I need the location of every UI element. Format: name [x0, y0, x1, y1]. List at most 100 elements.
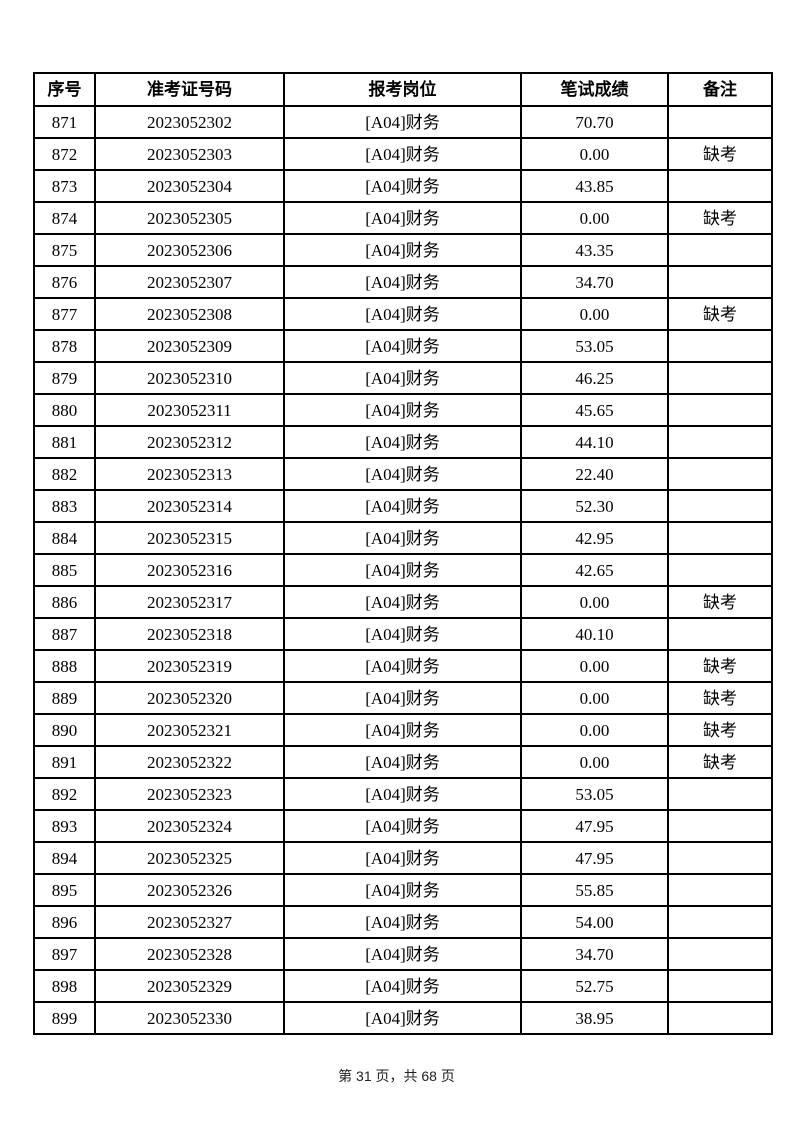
- cell-remark: 缺考: [667, 201, 773, 235]
- table-row: 873 2023052304 [A04]财务 43.85: [33, 169, 773, 203]
- cell-remark: 缺考: [667, 585, 773, 619]
- table-row: 887 2023052318 [A04]财务 40.10: [33, 617, 773, 651]
- table-row: 874 2023052305 [A04]财务 0.00 缺考: [33, 201, 773, 235]
- cell-index: 892: [33, 777, 96, 811]
- cell-position: [A04]财务: [283, 681, 522, 715]
- cell-remark: 缺考: [667, 649, 773, 683]
- cell-index: 899: [33, 1001, 96, 1035]
- cell-index: 898: [33, 969, 96, 1003]
- table-row: 896 2023052327 [A04]财务 54.00: [33, 905, 773, 939]
- cell-score: 53.05: [520, 777, 669, 811]
- cell-position: [A04]财务: [283, 137, 522, 171]
- cell-ticket: 2023052308: [94, 297, 285, 331]
- cell-index: 894: [33, 841, 96, 875]
- cell-score: 52.30: [520, 489, 669, 523]
- cell-index: 882: [33, 457, 96, 491]
- table-row: 899 2023052330 [A04]财务 38.95: [33, 1001, 773, 1035]
- cell-index: 872: [33, 137, 96, 171]
- cell-remark: [667, 457, 773, 491]
- header-cell-score: 笔试成绩: [520, 72, 669, 107]
- header-cell-ticket: 准考证号码: [94, 72, 285, 107]
- table-row: 884 2023052315 [A04]财务 42.95: [33, 521, 773, 555]
- cell-ticket: 2023052305: [94, 201, 285, 235]
- cell-position: [A04]财务: [283, 265, 522, 299]
- page-number-footer: 第 31 页，共 68 页: [338, 1068, 455, 1084]
- cell-position: [A04]财务: [283, 361, 522, 395]
- cell-position: [A04]财务: [283, 809, 522, 843]
- cell-position: [A04]财务: [283, 617, 522, 651]
- cell-ticket: 2023052320: [94, 681, 285, 715]
- cell-score: 0.00: [520, 297, 669, 331]
- cell-index: 891: [33, 745, 96, 779]
- table-row: 894 2023052325 [A04]财务 47.95: [33, 841, 773, 875]
- table-row: 877 2023052308 [A04]财务 0.00 缺考: [33, 297, 773, 331]
- table-row: 898 2023052329 [A04]财务 52.75: [33, 969, 773, 1003]
- table-row: 882 2023052313 [A04]财务 22.40: [33, 457, 773, 491]
- cell-position: [A04]财务: [283, 233, 522, 267]
- cell-remark: [667, 265, 773, 299]
- cell-score: 70.70: [520, 105, 669, 139]
- cell-index: 883: [33, 489, 96, 523]
- cell-score: 52.75: [520, 969, 669, 1003]
- cell-index: 893: [33, 809, 96, 843]
- table-row: 879 2023052310 [A04]财务 46.25: [33, 361, 773, 395]
- cell-index: 889: [33, 681, 96, 715]
- cell-index: 890: [33, 713, 96, 747]
- cell-index: 896: [33, 905, 96, 939]
- cell-index: 877: [33, 297, 96, 331]
- cell-position: [A04]财务: [283, 169, 522, 203]
- cell-index: 879: [33, 361, 96, 395]
- cell-position: [A04]财务: [283, 457, 522, 491]
- cell-ticket: 2023052323: [94, 777, 285, 811]
- cell-position: [A04]财务: [283, 201, 522, 235]
- cell-ticket: 2023052314: [94, 489, 285, 523]
- cell-position: [A04]财务: [283, 105, 522, 139]
- cell-index: 875: [33, 233, 96, 267]
- cell-score: 46.25: [520, 361, 669, 395]
- cell-remark: [667, 1001, 773, 1035]
- cell-position: [A04]财务: [283, 425, 522, 459]
- table-row: 878 2023052309 [A04]财务 53.05: [33, 329, 773, 363]
- cell-index: 881: [33, 425, 96, 459]
- cell-ticket: 2023052315: [94, 521, 285, 555]
- table-row: 891 2023052322 [A04]财务 0.00 缺考: [33, 745, 773, 779]
- cell-remark: [667, 873, 773, 907]
- cell-remark: [667, 841, 773, 875]
- cell-ticket: 2023052317: [94, 585, 285, 619]
- cell-remark: [667, 809, 773, 843]
- cell-ticket: 2023052310: [94, 361, 285, 395]
- cell-remark: 缺考: [667, 745, 773, 779]
- cell-score: 0.00: [520, 745, 669, 779]
- cell-remark: 缺考: [667, 713, 773, 747]
- cell-remark: [667, 233, 773, 267]
- cell-score: 42.65: [520, 553, 669, 587]
- cell-score: 0.00: [520, 137, 669, 171]
- cell-score: 53.05: [520, 329, 669, 363]
- table-row: 871 2023052302 [A04]财务 70.70: [33, 105, 773, 139]
- cell-index: 876: [33, 265, 96, 299]
- cell-index: 888: [33, 649, 96, 683]
- cell-index: 897: [33, 937, 96, 971]
- cell-score: 0.00: [520, 585, 669, 619]
- cell-score: 54.00: [520, 905, 669, 939]
- cell-remark: [667, 169, 773, 203]
- cell-ticket: 2023052312: [94, 425, 285, 459]
- cell-position: [A04]财务: [283, 521, 522, 555]
- cell-index: 874: [33, 201, 96, 235]
- cell-position: [A04]财务: [283, 841, 522, 875]
- cell-position: [A04]财务: [283, 393, 522, 427]
- cell-index: 887: [33, 617, 96, 651]
- cell-remark: [667, 969, 773, 1003]
- cell-score: 38.95: [520, 1001, 669, 1035]
- cell-remark: [667, 521, 773, 555]
- cell-remark: [667, 329, 773, 363]
- cell-score: 0.00: [520, 201, 669, 235]
- cell-index: 873: [33, 169, 96, 203]
- cell-index: 895: [33, 873, 96, 907]
- cell-position: [A04]财务: [283, 329, 522, 363]
- cell-ticket: 2023052318: [94, 617, 285, 651]
- cell-score: 47.95: [520, 841, 669, 875]
- cell-ticket: 2023052326: [94, 873, 285, 907]
- cell-remark: 缺考: [667, 297, 773, 331]
- score-table-header: 序号 准考证号码 报考岗位 笔试成绩 备注: [33, 72, 773, 107]
